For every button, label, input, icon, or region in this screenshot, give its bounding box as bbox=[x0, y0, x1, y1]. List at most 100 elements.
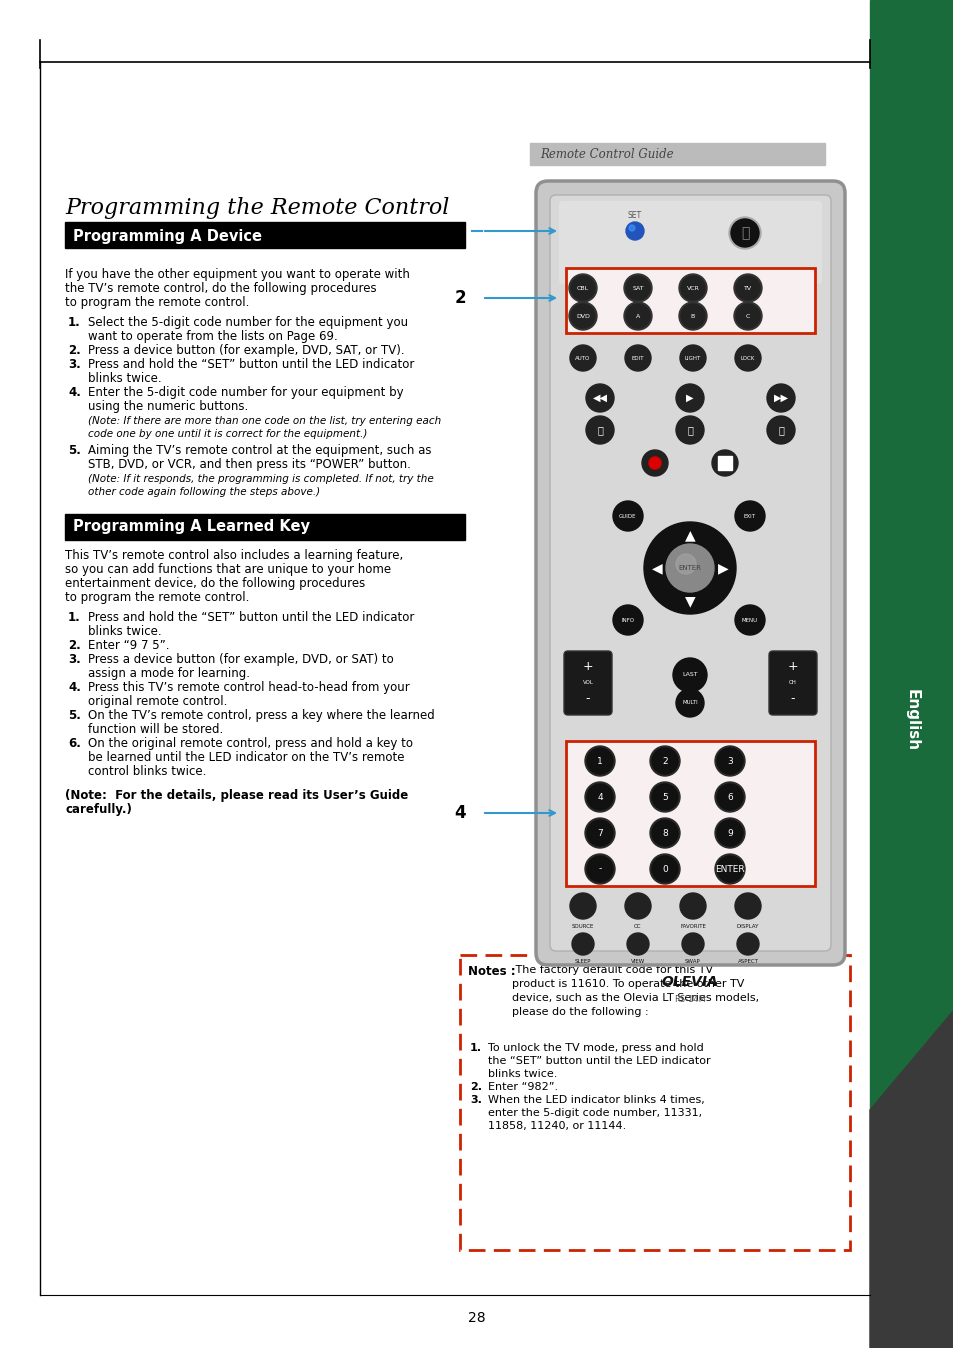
Text: 1.: 1. bbox=[68, 315, 81, 329]
Circle shape bbox=[730, 218, 759, 247]
Text: Programming the Remote Control: Programming the Remote Control bbox=[65, 197, 449, 218]
Text: SWAP: SWAP bbox=[684, 958, 700, 964]
Text: ▲: ▲ bbox=[684, 528, 695, 542]
Circle shape bbox=[568, 274, 597, 302]
Text: blinks twice.: blinks twice. bbox=[88, 372, 161, 386]
Text: MENU: MENU bbox=[741, 617, 758, 623]
Circle shape bbox=[679, 302, 706, 330]
Text: FAVORITE: FAVORITE bbox=[679, 923, 705, 929]
Text: ASPECT: ASPECT bbox=[737, 958, 758, 964]
Text: STB, DVD, or VCR, and then press its “POWER” button.: STB, DVD, or VCR, and then press its “PO… bbox=[88, 458, 411, 470]
Text: other code again following the steps above.): other code again following the steps abo… bbox=[88, 487, 320, 497]
Circle shape bbox=[572, 933, 594, 954]
Circle shape bbox=[584, 818, 615, 848]
Text: control blinks twice.: control blinks twice. bbox=[88, 766, 206, 778]
Text: On the original remote control, press and hold a key to: On the original remote control, press an… bbox=[88, 737, 413, 749]
FancyBboxPatch shape bbox=[550, 195, 830, 950]
Circle shape bbox=[679, 274, 706, 302]
Text: RS-14M: RS-14M bbox=[674, 996, 705, 1004]
Text: Press this TV’s remote control head-to-head from your: Press this TV’s remote control head-to-h… bbox=[88, 681, 410, 694]
Circle shape bbox=[676, 417, 703, 443]
Circle shape bbox=[648, 457, 660, 469]
Text: SET: SET bbox=[627, 210, 641, 220]
Circle shape bbox=[676, 384, 703, 412]
Text: B: B bbox=[690, 314, 695, 318]
Text: EDIT: EDIT bbox=[631, 356, 643, 360]
Circle shape bbox=[728, 217, 760, 249]
Text: 2.: 2. bbox=[470, 1082, 481, 1092]
Text: 2: 2 bbox=[661, 756, 667, 766]
Circle shape bbox=[717, 748, 742, 774]
Text: (Note: If there are more than one code on the list, try entering each: (Note: If there are more than one code o… bbox=[88, 417, 441, 426]
Circle shape bbox=[737, 933, 759, 954]
Circle shape bbox=[681, 933, 703, 954]
Circle shape bbox=[649, 818, 679, 848]
FancyBboxPatch shape bbox=[558, 201, 821, 284]
Text: 9: 9 bbox=[726, 829, 732, 837]
Circle shape bbox=[680, 305, 704, 328]
Text: 2.: 2. bbox=[68, 639, 81, 652]
Text: 3: 3 bbox=[726, 756, 732, 766]
Circle shape bbox=[586, 785, 613, 810]
Circle shape bbox=[734, 605, 764, 635]
Text: 4.: 4. bbox=[68, 681, 81, 694]
Circle shape bbox=[571, 276, 595, 301]
Circle shape bbox=[651, 856, 678, 882]
Text: VIEW: VIEW bbox=[630, 958, 644, 964]
Text: VOL: VOL bbox=[582, 681, 593, 686]
Text: want to operate from the lists on Page 69.: want to operate from the lists on Page 6… bbox=[88, 330, 337, 342]
Text: 7: 7 bbox=[597, 829, 602, 837]
Text: To unlock the TV mode, press and hold: To unlock the TV mode, press and hold bbox=[488, 1043, 703, 1053]
Text: 3.: 3. bbox=[68, 359, 81, 371]
Text: ◀: ◀ bbox=[651, 561, 661, 576]
Text: Notes :: Notes : bbox=[468, 965, 515, 979]
Text: CH: CH bbox=[788, 681, 796, 686]
Text: 1.: 1. bbox=[470, 1043, 481, 1053]
Text: 8: 8 bbox=[661, 829, 667, 837]
Circle shape bbox=[586, 856, 613, 882]
Circle shape bbox=[665, 545, 713, 592]
Text: 3.: 3. bbox=[470, 1095, 481, 1105]
Circle shape bbox=[679, 345, 705, 371]
Text: LAST: LAST bbox=[681, 673, 697, 678]
FancyBboxPatch shape bbox=[768, 651, 816, 714]
Circle shape bbox=[585, 417, 614, 443]
Text: INFO: INFO bbox=[620, 617, 634, 623]
Circle shape bbox=[651, 785, 678, 810]
Circle shape bbox=[586, 748, 613, 774]
Text: 2.: 2. bbox=[68, 344, 81, 357]
FancyBboxPatch shape bbox=[536, 181, 844, 965]
Text: SAT: SAT bbox=[632, 286, 643, 291]
Text: SOURCE: SOURCE bbox=[571, 923, 594, 929]
Text: LIGHT: LIGHT bbox=[684, 356, 700, 360]
Text: original remote control.: original remote control. bbox=[88, 696, 227, 708]
Text: carefully.): carefully.) bbox=[65, 803, 132, 816]
Text: SLEEP: SLEEP bbox=[574, 958, 591, 964]
Text: ▼: ▼ bbox=[684, 594, 695, 608]
Circle shape bbox=[586, 820, 613, 847]
Text: 5.: 5. bbox=[68, 443, 81, 457]
Text: function will be stored.: function will be stored. bbox=[88, 723, 223, 736]
Text: the TV’s remote control, do the following procedures: the TV’s remote control, do the followin… bbox=[65, 282, 376, 295]
Circle shape bbox=[717, 820, 742, 847]
Text: Press and hold the “SET” button until the LED indicator: Press and hold the “SET” button until th… bbox=[88, 611, 414, 624]
Text: 4.: 4. bbox=[68, 386, 81, 399]
Circle shape bbox=[734, 345, 760, 371]
Text: blinks twice.: blinks twice. bbox=[488, 1069, 557, 1078]
Bar bbox=[530, 143, 824, 164]
Text: -: - bbox=[598, 864, 601, 874]
Circle shape bbox=[626, 933, 648, 954]
Text: 0: 0 bbox=[661, 864, 667, 874]
Text: Aiming the TV’s remote control at the equipment, such as: Aiming the TV’s remote control at the eq… bbox=[88, 443, 431, 457]
Text: When the LED indicator blinks 4 times,: When the LED indicator blinks 4 times, bbox=[488, 1095, 704, 1105]
Circle shape bbox=[766, 417, 794, 443]
Circle shape bbox=[651, 820, 678, 847]
Text: 3: 3 bbox=[454, 222, 465, 240]
Text: 1.: 1. bbox=[68, 611, 81, 624]
Text: GUIDE: GUIDE bbox=[618, 514, 636, 519]
Bar bbox=[65, 514, 464, 541]
Circle shape bbox=[584, 782, 615, 811]
Text: be learned until the LED indicator on the TV’s remote: be learned until the LED indicator on th… bbox=[88, 751, 404, 764]
Text: MULTI: MULTI bbox=[681, 701, 698, 705]
Circle shape bbox=[569, 345, 596, 371]
